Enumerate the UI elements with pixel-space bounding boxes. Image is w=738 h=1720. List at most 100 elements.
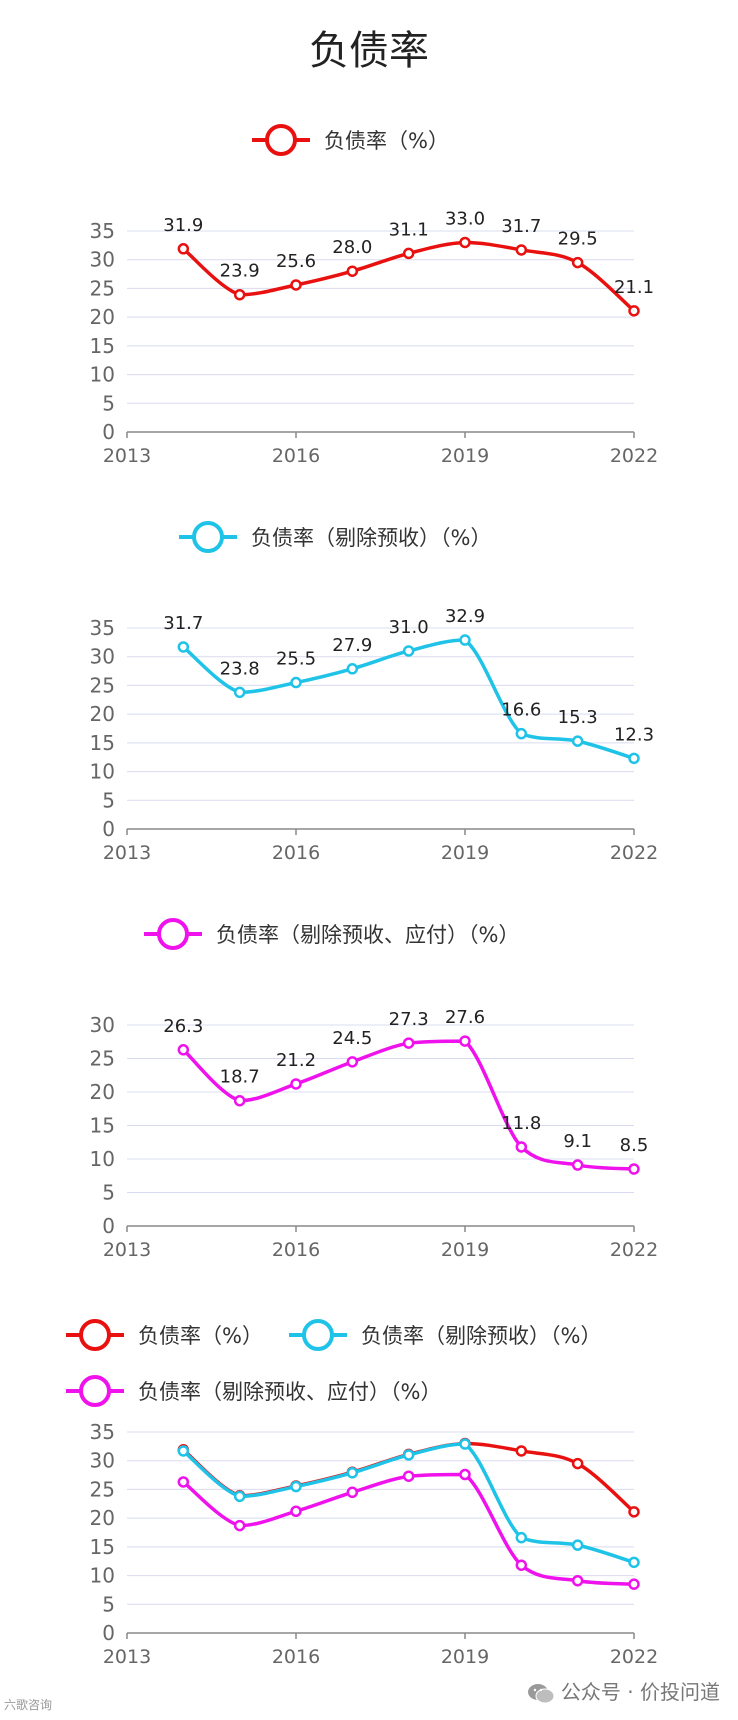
x-tick-label: 2016 xyxy=(272,1239,320,1261)
x-tick-label: 2013 xyxy=(103,1239,151,1261)
data-label: 23.8 xyxy=(220,658,260,679)
series-line xyxy=(182,1039,635,1171)
legend-label: 负债率（剔除预收）（%） xyxy=(361,1324,601,1348)
data-label: 9.1 xyxy=(563,1131,592,1152)
footer-watermark: 六歌咨询 xyxy=(4,1698,53,1712)
legend-item: 负债率（%） xyxy=(252,124,449,156)
y-tick-label: 35 xyxy=(90,1420,115,1444)
x-tick-label: 2016 xyxy=(272,842,320,864)
data-point xyxy=(515,1531,528,1544)
data-point xyxy=(346,1056,359,1068)
data-label: 29.5 xyxy=(558,229,598,250)
data-point xyxy=(628,1506,640,1518)
data-point xyxy=(459,1468,471,1481)
data-label: 31.7 xyxy=(501,216,541,237)
data-point xyxy=(459,634,471,646)
data-label: 12.3 xyxy=(614,724,654,745)
legend-item: 负债率（剔除预收）（%） xyxy=(289,1319,601,1351)
data-label: 23.9 xyxy=(220,261,260,282)
data-point xyxy=(459,236,471,249)
legend-label: 负债率（剔除预收）（%） xyxy=(251,526,491,550)
data-point xyxy=(571,1457,584,1470)
y-tick-label: 20 xyxy=(90,1080,115,1104)
y-tick-label: 15 xyxy=(90,1535,115,1559)
data-label: 25.5 xyxy=(276,649,316,670)
data-point xyxy=(628,752,640,765)
x-tick-label: 2016 xyxy=(272,1646,320,1668)
data-label: 31.7 xyxy=(163,613,203,634)
data-point xyxy=(571,1159,584,1171)
chart-debt-ratio-ex-advance: 负债率（剔除预收）（%） 0 5 10 15 20 25 30 35 2013 2016 2019 20… xyxy=(90,521,658,864)
y-tick-label: 0 xyxy=(102,420,115,444)
wechat-icon xyxy=(527,1683,555,1703)
data-label: 25.6 xyxy=(276,251,316,272)
data-point xyxy=(233,1519,246,1532)
data-label: 27.6 xyxy=(445,1007,485,1028)
data-point xyxy=(515,244,528,256)
data-point xyxy=(233,1490,246,1503)
page-title: 负债率 xyxy=(309,28,429,74)
data-label: 21.1 xyxy=(614,277,654,298)
data-point xyxy=(177,1476,190,1488)
data-label: 8.5 xyxy=(620,1135,649,1156)
legend-circle-icon xyxy=(79,1375,111,1407)
data-label: 21.2 xyxy=(276,1050,316,1071)
data-label: 26.3 xyxy=(163,1016,203,1037)
legend-item: 负债率（剔除预收、应付）（%） xyxy=(66,1375,441,1407)
footer-source: 公众号 · 价投问道 xyxy=(527,1676,720,1705)
data-point xyxy=(177,243,190,255)
data-label: 31.1 xyxy=(389,219,429,240)
data-point xyxy=(459,1035,471,1047)
data-label: 31.0 xyxy=(389,617,429,638)
x-tick-label: 2022 xyxy=(610,445,658,467)
data-point xyxy=(402,645,415,657)
y-tick-label: 25 xyxy=(90,276,115,300)
data-point xyxy=(459,1438,471,1450)
legend-circle-icon xyxy=(265,124,297,156)
x-tick-label: 2022 xyxy=(610,842,658,864)
y-tick-label: 30 xyxy=(90,248,115,272)
data-point xyxy=(346,1467,359,1479)
data-point xyxy=(628,305,640,317)
data-label: 32.9 xyxy=(445,606,485,627)
y-tick-label: 0 xyxy=(102,817,115,841)
data-point xyxy=(177,1044,190,1056)
y-tick-label: 5 xyxy=(102,1181,115,1205)
data-point xyxy=(402,1037,415,1049)
legend-item: 负债率（%） xyxy=(66,1319,263,1351)
data-point xyxy=(402,1470,415,1482)
y-tick-label: 15 xyxy=(90,334,115,358)
y-tick-label: 25 xyxy=(90,673,115,697)
x-tick-label: 2019 xyxy=(441,842,489,864)
data-point xyxy=(402,247,415,260)
y-tick-label: 0 xyxy=(102,1621,115,1645)
legend-circle-icon xyxy=(192,521,224,553)
y-tick-label: 25 xyxy=(90,1477,115,1501)
x-tick-label: 2022 xyxy=(610,1239,658,1261)
legend-circle-icon xyxy=(79,1319,111,1351)
data-point xyxy=(628,1578,640,1590)
legend-circle-icon xyxy=(157,918,189,950)
data-point xyxy=(177,641,190,653)
x-tick-label: 2016 xyxy=(272,445,320,467)
data-point xyxy=(571,256,584,269)
y-tick-label: 5 xyxy=(102,788,115,812)
data-point xyxy=(571,1539,584,1551)
data-point xyxy=(628,1163,640,1175)
data-label: 15.3 xyxy=(558,707,598,728)
y-tick-label: 10 xyxy=(90,1564,115,1588)
x-tick-label: 2019 xyxy=(441,1646,489,1668)
data-point xyxy=(233,686,246,699)
y-tick-label: 15 xyxy=(90,1114,115,1138)
data-point xyxy=(290,1078,302,1090)
data-point xyxy=(290,1480,302,1493)
y-tick-label: 30 xyxy=(90,1013,115,1037)
data-label: 33.0 xyxy=(445,208,485,229)
chart-debt-ratio: 负债率（%） 0 5 10 15 20 25 30 35 2013 2016 2019 2022 31.9… xyxy=(90,124,658,467)
chart-debt-ratio-ex-advance-payable: 负债率（剔除预收、应付）（%） 0 5 10 15 20 25 30 2013 2016 2019 2… xyxy=(90,918,658,1261)
data-point xyxy=(346,1486,359,1499)
series-line xyxy=(182,1442,635,1565)
legend-label: 负债率（%） xyxy=(324,129,449,153)
data-label: 31.9 xyxy=(163,215,203,236)
y-tick-label: 0 xyxy=(102,1214,115,1238)
